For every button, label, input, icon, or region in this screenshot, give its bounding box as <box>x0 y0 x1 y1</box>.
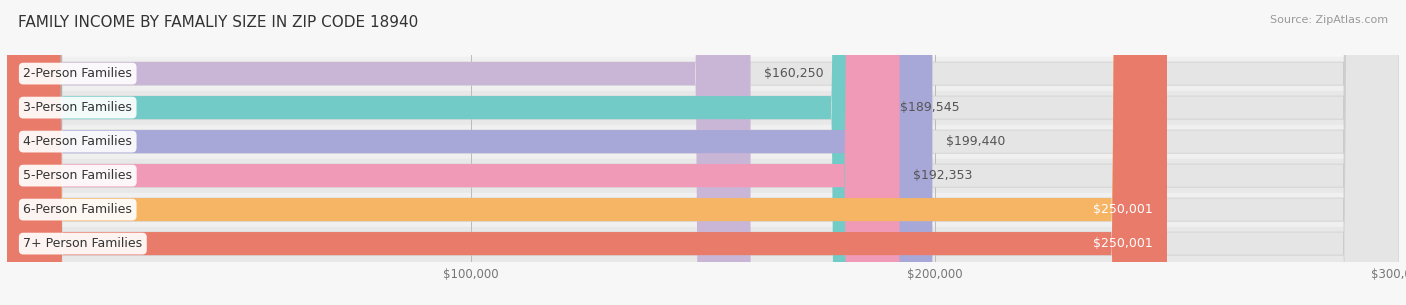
Text: 2-Person Families: 2-Person Families <box>24 67 132 80</box>
Text: FAMILY INCOME BY FAMALIY SIZE IN ZIP CODE 18940: FAMILY INCOME BY FAMALIY SIZE IN ZIP COD… <box>18 15 419 30</box>
Bar <box>7 57 1399 91</box>
Text: $250,001: $250,001 <box>1094 203 1153 216</box>
FancyBboxPatch shape <box>7 0 1399 305</box>
Text: $199,440: $199,440 <box>946 135 1005 148</box>
FancyBboxPatch shape <box>7 0 932 305</box>
Text: $192,353: $192,353 <box>914 169 973 182</box>
FancyBboxPatch shape <box>7 0 1399 305</box>
Text: 4-Person Families: 4-Person Families <box>24 135 132 148</box>
Bar <box>7 159 1399 192</box>
Text: 6-Person Families: 6-Person Families <box>24 203 132 216</box>
FancyBboxPatch shape <box>7 0 886 305</box>
Text: 3-Person Families: 3-Person Families <box>24 101 132 114</box>
FancyBboxPatch shape <box>7 0 900 305</box>
Bar <box>7 192 1399 227</box>
Text: Source: ZipAtlas.com: Source: ZipAtlas.com <box>1270 15 1388 25</box>
Bar <box>7 227 1399 260</box>
Bar <box>7 125 1399 159</box>
Text: 7+ Person Families: 7+ Person Families <box>24 237 142 250</box>
Text: $160,250: $160,250 <box>765 67 824 80</box>
FancyBboxPatch shape <box>7 0 1167 305</box>
Bar <box>7 91 1399 125</box>
FancyBboxPatch shape <box>7 0 1399 305</box>
FancyBboxPatch shape <box>7 0 1399 305</box>
Text: 5-Person Families: 5-Person Families <box>24 169 132 182</box>
Text: $250,001: $250,001 <box>1094 237 1153 250</box>
FancyBboxPatch shape <box>7 0 1399 305</box>
FancyBboxPatch shape <box>7 0 1399 305</box>
FancyBboxPatch shape <box>7 0 1167 305</box>
FancyBboxPatch shape <box>7 0 751 305</box>
Text: $189,545: $189,545 <box>900 101 960 114</box>
